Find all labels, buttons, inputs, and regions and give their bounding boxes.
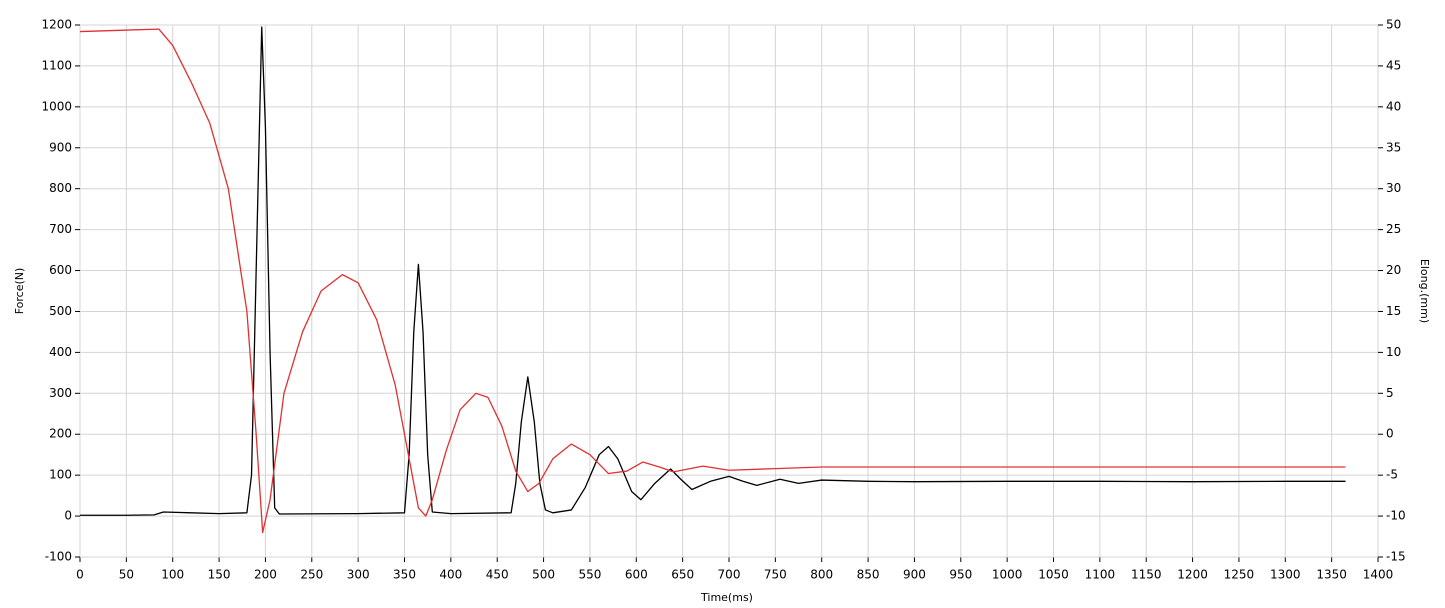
y2-tick-label: 10 (1386, 345, 1401, 359)
x-tick-label: 250 (300, 568, 323, 582)
x-tick-label: 750 (764, 568, 787, 582)
x-tick-label: 900 (903, 568, 926, 582)
x-tick-label: 1200 (1177, 568, 1208, 582)
y-tick-label: 300 (49, 386, 72, 400)
y-tick-label: -100 (45, 550, 72, 564)
x-tick-label: 350 (393, 568, 416, 582)
x-tick-label: 950 (949, 568, 972, 582)
y-tick-label: 600 (49, 263, 72, 277)
x-tick-label: 0 (76, 568, 84, 582)
y2-tick-label: 5 (1386, 386, 1394, 400)
x-tick-label: 1300 (1270, 568, 1301, 582)
x-tick-label: 300 (347, 568, 370, 582)
x-tick-label: 650 (671, 568, 694, 582)
y2-axis-label: Elong.(mm) (1418, 259, 1431, 323)
y2-tick-label: 50 (1386, 18, 1401, 32)
y-tick-label: 1200 (41, 18, 72, 32)
x-tick-label: 1000 (992, 568, 1023, 582)
x-tick-label: 1100 (1085, 568, 1116, 582)
y-tick-label: 1100 (41, 58, 72, 72)
x-tick-label: 50 (119, 568, 134, 582)
y-tick-label: 800 (49, 181, 72, 195)
x-tick-label: 850 (857, 568, 880, 582)
x-tick-label: 1050 (1038, 568, 1069, 582)
y-tick-label: 1000 (41, 99, 72, 113)
y2-tick-label: -10 (1386, 509, 1406, 523)
y2-tick-label: -5 (1386, 468, 1398, 482)
series-line (80, 26, 1346, 516)
x-tick-label: 200 (254, 568, 277, 582)
x-tick-label: 600 (625, 568, 648, 582)
y2-tick-label: 20 (1386, 263, 1401, 277)
series-line (79, 28, 1346, 534)
y2-tick-label: 30 (1386, 181, 1401, 195)
y-tick-label: 700 (49, 222, 72, 236)
y-tick-label: 400 (49, 345, 72, 359)
x-tick-label: 1250 (1224, 568, 1255, 582)
y-axis-label: Force(N) (13, 268, 26, 315)
x-tick-label: 450 (486, 568, 509, 582)
y2-tick-label: 25 (1386, 222, 1401, 236)
y2-tick-label: 45 (1386, 58, 1401, 72)
y2-tick-label: 15 (1386, 304, 1401, 318)
y2-tick-label: 40 (1386, 99, 1401, 113)
x-tick-label: 150 (208, 568, 231, 582)
y-tick-label: 100 (49, 468, 72, 482)
x-tick-label: 400 (439, 568, 462, 582)
y2-tick-label: 0 (1386, 427, 1394, 441)
x-tick-label: 700 (718, 568, 741, 582)
x-tick-label: 800 (810, 568, 833, 582)
x-tick-label: 100 (161, 568, 184, 582)
y-tick-label: 500 (49, 304, 72, 318)
x-tick-label: 550 (578, 568, 601, 582)
y-tick-label: 200 (49, 427, 72, 441)
x-tick-label: 1400 (1363, 568, 1394, 582)
x-tick-label: 1350 (1316, 568, 1347, 582)
y-tick-label: 0 (64, 509, 72, 523)
y2-tick-label: 35 (1386, 140, 1401, 154)
y-tick-label: 900 (49, 140, 72, 154)
x-tick-label: 1150 (1131, 568, 1162, 582)
y2-tick-label: -15 (1386, 550, 1406, 564)
x-tick-label: 500 (532, 568, 555, 582)
x-axis-label: Time(ms) (700, 591, 753, 604)
